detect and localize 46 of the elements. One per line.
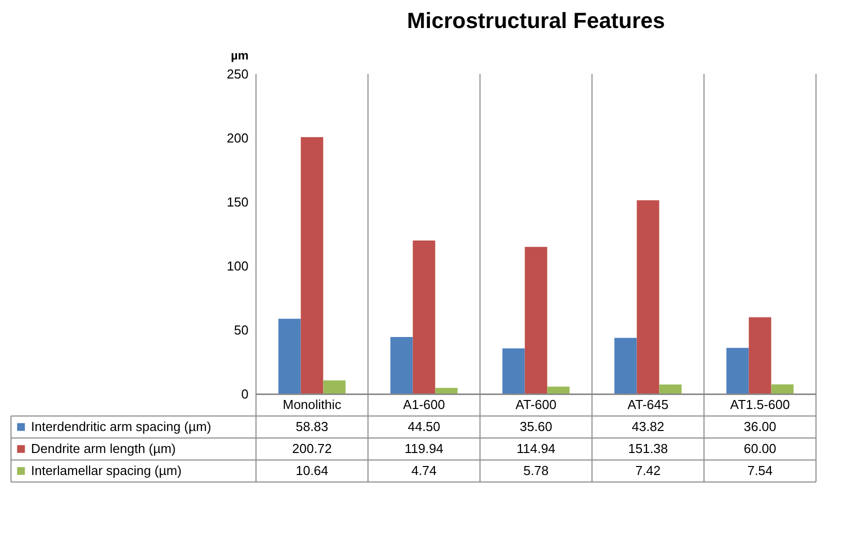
data-label: 10.64 (296, 463, 328, 478)
data-label: 4.74 (411, 463, 437, 478)
data-label: 44.50 (408, 419, 440, 434)
data-label: 43.82 (632, 419, 664, 434)
bar (547, 386, 570, 394)
data-label: 5.78 (523, 463, 549, 478)
x-tick-label: AT-600 (516, 397, 556, 412)
y-axis-title: µm (230, 48, 248, 62)
x-tick-label: Monolithic (282, 397, 342, 412)
data-label: 35.60 (520, 419, 552, 434)
chart-title: Microstructural Features (407, 8, 665, 33)
bar (748, 317, 772, 394)
y-tick-label: 100 (226, 258, 248, 274)
bar (636, 200, 660, 394)
bar (771, 384, 794, 394)
y-tick-label: 150 (226, 194, 248, 210)
y-tick-label: 250 (226, 66, 248, 82)
bar (659, 384, 682, 394)
bar (726, 348, 749, 394)
bar (390, 337, 413, 394)
data-label: 36.00 (744, 419, 776, 434)
bar (435, 388, 458, 394)
bar (412, 240, 436, 394)
data-label: 7.42 (635, 463, 661, 478)
data-label: 119.94 (404, 441, 444, 456)
bar (614, 338, 637, 394)
x-tick-label: AT-645 (628, 397, 668, 412)
bar (300, 137, 324, 394)
y-tick-label: 200 (226, 130, 248, 146)
data-label: 7.54 (747, 463, 773, 478)
data-label: 60.00 (744, 441, 776, 456)
y-tick-label: 0 (241, 386, 248, 402)
legend-label: Interlamellar spacing (µm) (31, 463, 182, 478)
data-label: 58.83 (296, 419, 328, 434)
bar (323, 380, 346, 394)
bar (278, 318, 301, 394)
data-label: 200.72 (292, 441, 332, 456)
data-label: 114.94 (516, 441, 556, 456)
bar (502, 348, 525, 394)
x-tick-label: AT1.5-600 (730, 397, 790, 412)
y-tick-label: 50 (234, 322, 248, 338)
legend-label: Interdendritic arm spacing (µm) (31, 419, 212, 434)
x-tick-label: A1-600 (403, 397, 445, 412)
bar (524, 246, 548, 394)
legend-label: Dendrite arm length (µm) (31, 441, 176, 456)
data-label: 151.38 (628, 441, 668, 456)
